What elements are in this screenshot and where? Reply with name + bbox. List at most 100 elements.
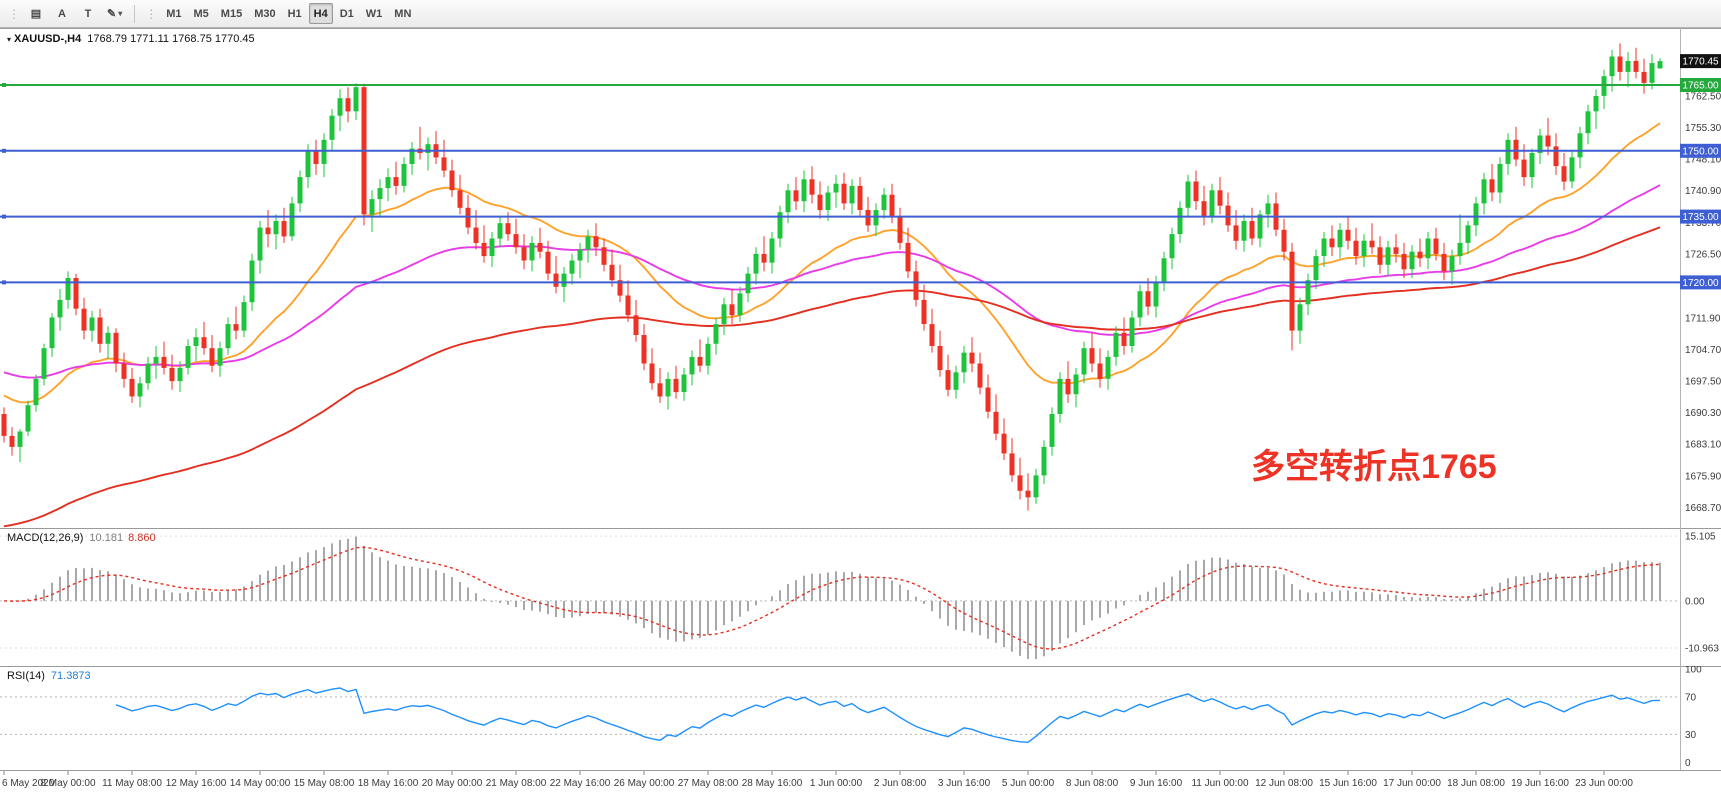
rsi-value: 71.3873 xyxy=(50,670,91,682)
timeframe-w1-button[interactable]: W1 xyxy=(361,3,388,24)
svg-text:8 May 00:00: 8 May 00:00 xyxy=(40,778,95,789)
svg-text:11 May 08:00: 11 May 08:00 xyxy=(102,778,162,789)
hline-1720.00[interactable]: 1720.00 xyxy=(0,275,1721,290)
svg-text:100: 100 xyxy=(1685,666,1702,675)
chart-symbol-label: XAUUSD-,H4 xyxy=(14,33,82,45)
svg-text:3 Jun 16:00: 3 Jun 16:00 xyxy=(938,778,991,789)
svg-text:1 Jun 00:00: 1 Jun 00:00 xyxy=(810,778,863,789)
toolbar-grip-1[interactable]: ⋮ xyxy=(8,6,20,21)
svg-text:1740.90: 1740.90 xyxy=(1685,186,1721,197)
svg-text:12 Jun 08:00: 12 Jun 08:00 xyxy=(1255,778,1313,789)
macd-signal-value: 8.860 xyxy=(128,532,156,544)
timeframe-d1-button[interactable]: D1 xyxy=(335,3,359,24)
candles-layer[interactable] xyxy=(1,43,1663,511)
svg-text:28 May 16:00: 28 May 16:00 xyxy=(742,778,803,789)
macd-main-value: 10.181 xyxy=(89,532,124,544)
svg-text:22 May 16:00: 22 May 16:00 xyxy=(550,778,611,789)
svg-text:15 May 08:00: 15 May 08:00 xyxy=(294,778,355,789)
time-axis-pane: 6 May 2020 8 May 00:00 11 May 08:00 12 May … xyxy=(0,770,1721,795)
ma-mid-magenta-line[interactable] xyxy=(3,184,1661,379)
toolbar-grip-2[interactable]: ⋮ xyxy=(145,6,157,21)
svg-text:1675.90: 1675.90 xyxy=(1685,471,1721,482)
svg-text:17 Jun 00:00: 17 Jun 00:00 xyxy=(1383,778,1441,789)
toolbar: ⋮ ▤ A T ✎ ▾ ⋮ M1 M5 M15 M30 H1 H4 D1 W1 MN xyxy=(0,0,1721,28)
timeframe-mn-button[interactable]: MN xyxy=(389,3,416,24)
svg-text:1726.50: 1726.50 xyxy=(1685,249,1721,260)
macd-histogram xyxy=(11,536,1661,660)
svg-text:1697.50: 1697.50 xyxy=(1685,377,1721,388)
svg-text:15 Jun 16:00: 15 Jun 16:00 xyxy=(1319,778,1377,789)
chart-header: ▾ XAUUSD-,H4 1768.79 1771.11 1768.75 1770.… xyxy=(7,33,255,46)
macd-signal-line xyxy=(3,546,1661,650)
svg-text:1770.45: 1770.45 xyxy=(1682,57,1719,68)
svg-text:-10.963: -10.963 xyxy=(1685,643,1719,654)
svg-text:23 Jun 00:00: 23 Jun 00:00 xyxy=(1575,778,1633,789)
toolbar-separator xyxy=(134,4,136,23)
moving-averages-layer xyxy=(3,122,1661,528)
svg-text:14 May 00:00: 14 May 00:00 xyxy=(230,778,291,789)
current-price-tag: 1770.45 xyxy=(1680,54,1721,69)
svg-text:70: 70 xyxy=(1685,692,1697,703)
rsi-pane: 100 70 30 0 RSI(14) 71.3873 xyxy=(0,666,1721,770)
timeframe-h1-button[interactable]: H1 xyxy=(283,3,307,24)
svg-text:1704.70: 1704.70 xyxy=(1685,345,1721,356)
svg-text:1755.30: 1755.30 xyxy=(1685,123,1721,134)
svg-text:9 Jun 16:00: 9 Jun 16:00 xyxy=(1130,778,1183,789)
macd-pane: 15.105 0.00 -10.963 MACD(12,26,9) 10.181 8.8… xyxy=(0,528,1721,666)
svg-text:2 Jun 08:00: 2 Jun 08:00 xyxy=(874,778,927,789)
hline-1765.00[interactable]: 1765.00 xyxy=(0,78,1721,93)
chart-annotation-text[interactable]: 多空转折点1765 xyxy=(1251,448,1497,486)
svg-text:1683.10: 1683.10 xyxy=(1685,440,1721,451)
svg-text:19 Jun 16:00: 19 Jun 16:00 xyxy=(1511,778,1569,789)
macd-canvas[interactable]: 15.105 0.00 -10.963 xyxy=(0,528,1721,666)
svg-text:1711.90: 1711.90 xyxy=(1685,313,1721,324)
ma-fast-orange-line[interactable] xyxy=(3,122,1661,404)
annotate-a-button[interactable]: A xyxy=(50,3,74,24)
chart-type-button[interactable]: ▤ xyxy=(24,3,48,24)
svg-text:1690.30: 1690.30 xyxy=(1685,408,1721,419)
svg-text:18 May 16:00: 18 May 16:00 xyxy=(358,778,419,789)
svg-text:20 May 00:00: 20 May 00:00 xyxy=(422,778,483,789)
ma-slow-red-line[interactable] xyxy=(3,226,1661,528)
svg-text:21 May 08:00: 21 May 08:00 xyxy=(486,778,547,789)
rsi-canvas[interactable]: 100 70 30 0 xyxy=(0,666,1721,770)
svg-text:1720.00: 1720.00 xyxy=(1682,278,1719,289)
svg-text:1765.00: 1765.00 xyxy=(1682,81,1719,92)
hline-1735.00[interactable]: 1735.00 xyxy=(0,209,1721,224)
chart-dropdown-icon[interactable]: ▾ xyxy=(7,35,12,44)
svg-text:1750.00: 1750.00 xyxy=(1682,146,1719,157)
svg-text:1735.00: 1735.00 xyxy=(1682,212,1719,223)
main-chart-canvas[interactable]: 1762.501755.301748.101740.901733.701726.… xyxy=(0,28,1721,528)
svg-text:5 Jun 00:00: 5 Jun 00:00 xyxy=(1002,778,1055,789)
svg-text:12 May 16:00: 12 May 16:00 xyxy=(166,778,227,789)
dropdown-caret-icon[interactable]: ▾ xyxy=(118,9,123,18)
svg-text:27 May 08:00: 27 May 08:00 xyxy=(678,778,739,789)
macd-name: MACD(12,26,9) xyxy=(7,532,84,544)
draw-tools-button[interactable]: ✎ ▾ xyxy=(102,3,127,24)
main-chart-pane: 1762.501755.301748.101740.901733.701726.… xyxy=(0,28,1721,528)
svg-text:8 Jun 08:00: 8 Jun 08:00 xyxy=(1066,778,1119,789)
timeframe-m15-button[interactable]: M15 xyxy=(216,3,247,24)
timeframe-m5-button[interactable]: M5 xyxy=(189,3,214,24)
svg-text:15.105: 15.105 xyxy=(1685,532,1716,543)
svg-text:11 Jun 00:00: 11 Jun 00:00 xyxy=(1191,778,1249,789)
svg-text:1762.50: 1762.50 xyxy=(1685,91,1721,102)
timeframe-m1-button[interactable]: M1 xyxy=(161,3,186,24)
macd-label: MACD(12,26,9) 10.181 8.860 xyxy=(7,532,156,545)
svg-text:6 May 2020: 6 May 2020 xyxy=(2,778,55,789)
hline-1750.00[interactable]: 1750.00 xyxy=(0,143,1721,158)
text-tool-button[interactable]: T xyxy=(76,3,100,24)
svg-text:18 Jun 08:00: 18 Jun 08:00 xyxy=(1447,778,1505,789)
rsi-line xyxy=(115,687,1661,744)
timeframe-h4-button[interactable]: H4 xyxy=(308,3,333,24)
svg-text:0: 0 xyxy=(1685,758,1691,769)
svg-text:26 May 00:00: 26 May 00:00 xyxy=(614,778,675,789)
timeframe-m30-button[interactable]: M30 xyxy=(249,3,280,24)
rsi-name: RSI(14) xyxy=(7,670,45,682)
chart-ohlc-values: 1768.79 1771.11 1768.75 1770.45 xyxy=(87,33,255,45)
svg-text:1668.70: 1668.70 xyxy=(1685,503,1721,514)
svg-text:30: 30 xyxy=(1685,730,1697,741)
svg-text:0.00: 0.00 xyxy=(1685,596,1705,607)
